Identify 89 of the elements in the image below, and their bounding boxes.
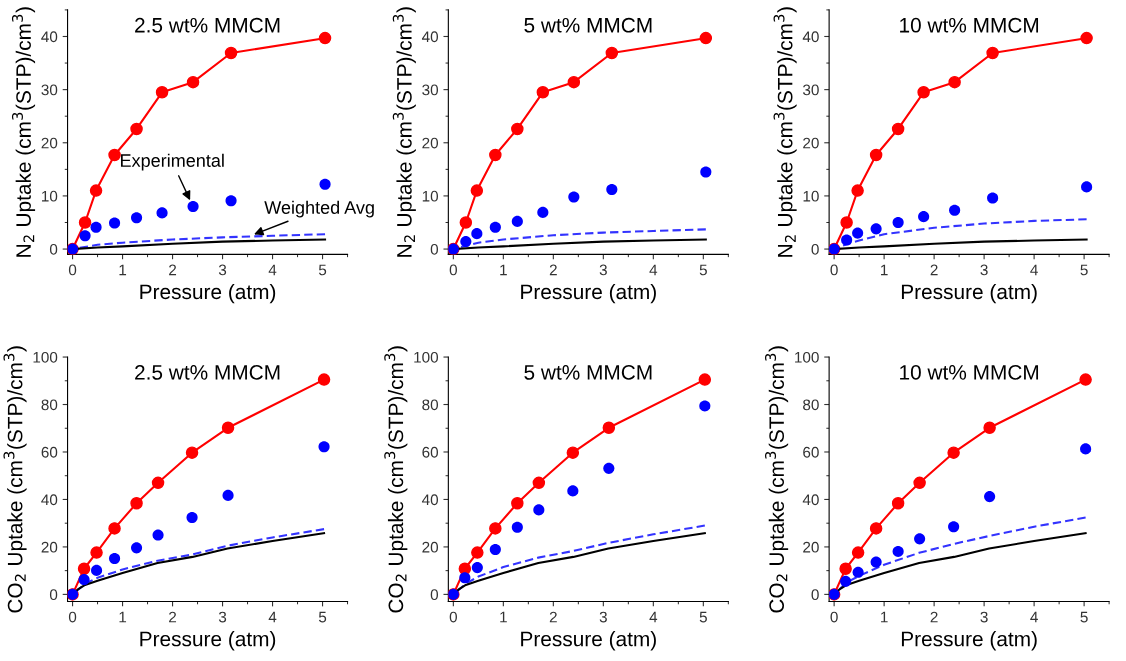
y-tick-label: 100 (414, 351, 439, 363)
y-axis-title: CO$_{2}$ Uptake (cm$^{3}$(STP)/cm$^{3}$) (3, 346, 27, 613)
annotation: Weighted Avg (264, 200, 374, 218)
y-axis-title: CO$_{2}$ Uptake (cm$^{3}$(STP)/cm$^{3}$) (765, 346, 789, 613)
y-tick-label: 60 (422, 446, 439, 458)
y-tick-label: 10 (422, 190, 439, 202)
x-tick-label: 5 (318, 611, 327, 623)
y-tick-label: 20 (422, 137, 439, 149)
x-tick-label: 5 (318, 264, 327, 276)
x-tick-label: 4 (268, 264, 277, 276)
x-tick-label: 0 (449, 611, 457, 623)
y-axis-title: N$_{2}$ Uptake (cm$^{3}$(STP)/cm$^{3}$) (773, 7, 797, 257)
x-axis-title: Pressure (atm) (521, 631, 656, 651)
y-tick-label: 0 (811, 243, 819, 255)
x-axis-title: Pressure (atm) (140, 283, 276, 304)
y-tick-label: 40 (421, 31, 439, 43)
y-tick-label: 0 (49, 589, 58, 601)
chart-title: 2.5 wt% MMCM (135, 17, 280, 33)
y-tick-label: 20 (422, 541, 439, 553)
chart-title: 10 wt% MMCM (900, 17, 1039, 33)
y-tick-label: 20 (41, 137, 58, 149)
y-tick-label: 30 (422, 84, 439, 96)
x-tick-label: 1 (500, 264, 507, 276)
chart-title: 2.5 wt% MMCM (135, 365, 280, 380)
x-tick-label: 2 (549, 611, 557, 623)
x-tick-label: 4 (649, 611, 658, 623)
chart-title: 5 wt% MMCM (524, 17, 652, 33)
chart-title: 5 wt% MMCM (524, 365, 652, 380)
x-tick-label: 0 (68, 611, 77, 623)
y-tick-label: 10 (803, 190, 819, 202)
y-tick-label: 60 (803, 446, 819, 458)
x-tick-label: 2 (930, 264, 938, 276)
x-tick-label: 0 (449, 264, 457, 276)
y-tick-label: 40 (41, 494, 58, 506)
y-tick-label: 0 (49, 243, 58, 255)
y-tick-label: 100 (795, 351, 819, 363)
y-tick-label: 80 (803, 399, 819, 411)
y-tick-label: 80 (422, 399, 439, 411)
x-tick-label: 4 (649, 264, 658, 276)
x-tick-label: 2 (549, 264, 557, 276)
y-tick-label: 30 (802, 84, 819, 96)
y-tick-label: 40 (802, 494, 819, 506)
x-axis-title: Pressure (atm) (140, 631, 276, 651)
y-tick-label: 30 (41, 84, 58, 96)
y-tick-label: 40 (802, 31, 819, 43)
y-tick-label: 0 (430, 589, 439, 601)
x-tick-label: 5 (1080, 611, 1088, 623)
chart-title: 10 wt% MMCM (900, 365, 1039, 380)
x-tick-label: 0 (830, 264, 838, 276)
y-axis-title: N$_{2}$ Uptake (cm$^{3}$(STP)/cm$^{3}$) (392, 7, 416, 257)
x-tick-label: 5 (699, 264, 707, 276)
annotation: Experimental (121, 153, 224, 171)
x-tick-label: 3 (218, 264, 227, 276)
y-tick-label: 0 (430, 243, 439, 255)
x-tick-label: 4 (1030, 611, 1038, 623)
x-tick-label: 2 (169, 611, 177, 623)
x-tick-label: 1 (881, 264, 888, 276)
x-tick-label: 0 (68, 264, 77, 276)
x-tick-label: 4 (1030, 264, 1038, 276)
y-tick-label: 0 (811, 589, 819, 601)
y-tick-label: 80 (41, 399, 58, 411)
x-tick-label: 3 (599, 264, 607, 276)
x-tick-label: 0 (830, 611, 838, 623)
y-tick-label: 40 (41, 31, 58, 43)
x-tick-label: 4 (268, 611, 277, 623)
x-tick-label: 5 (699, 611, 707, 623)
y-tick-label: 20 (41, 541, 58, 553)
x-tick-label: 3 (980, 611, 988, 623)
x-tick-label: 3 (980, 264, 988, 276)
y-tick-label: 100 (33, 351, 58, 363)
y-tick-label: 10 (42, 190, 58, 202)
x-tick-label: 2 (169, 264, 177, 276)
y-axis-title: CO$_{2}$ Uptake (cm$^{3}$(STP)/cm$^{3}$) (384, 346, 408, 613)
x-axis-title: Pressure (atm) (521, 283, 656, 304)
x-tick-label: 3 (599, 611, 607, 623)
x-tick-label: 1 (119, 611, 127, 623)
x-axis-title: Pressure (atm) (901, 283, 1037, 304)
x-tick-label: 1 (881, 611, 888, 623)
y-tick-label: 60 (41, 446, 58, 458)
y-axis-title: N$_{2}$ Uptake (cm$^{3}$(STP)/cm$^{3}$) (11, 7, 36, 257)
y-tick-label: 40 (421, 494, 439, 506)
x-tick-label: 3 (218, 611, 227, 623)
x-tick-label: 1 (500, 611, 507, 623)
x-tick-label: 5 (1080, 264, 1088, 276)
y-tick-label: 20 (803, 137, 819, 149)
x-axis-title: Pressure (atm) (901, 631, 1037, 651)
x-tick-label: 2 (930, 611, 938, 623)
x-tick-label: 1 (119, 264, 127, 276)
y-tick-label: 20 (803, 541, 819, 553)
